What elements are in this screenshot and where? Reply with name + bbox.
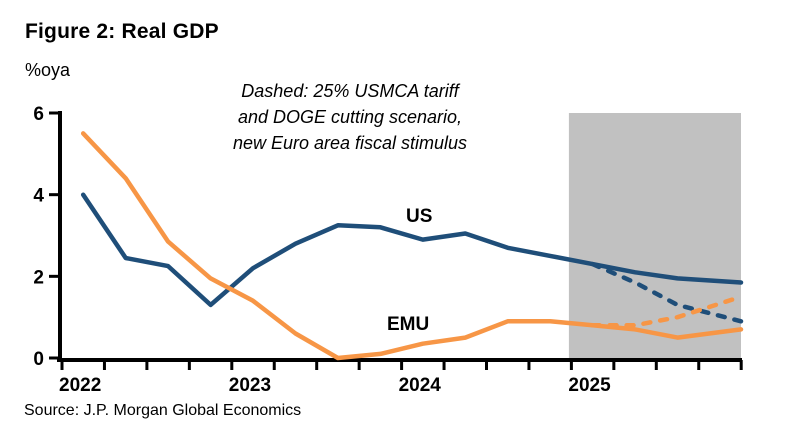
figure-title: Figure 2: Real GDP — [25, 20, 219, 43]
y-tick-label: 4 — [33, 186, 44, 207]
series-line-us-tariff-doge-scenario — [590, 261, 744, 324]
x-year-label: 2022 — [59, 375, 101, 396]
series-label-us: US — [406, 206, 432, 227]
series-label-emu: EMU — [387, 314, 429, 335]
y-tick-label: 2 — [33, 267, 44, 288]
x-year-label: 2024 — [399, 375, 442, 396]
annotation-line-1: Dashed: 25% USMCA tariff — [241, 81, 459, 101]
source-text: Source: J.P. Morgan Global Economics — [24, 402, 302, 419]
y-tick-label: 6 — [33, 104, 44, 125]
annotation-line-2: and DOGE cutting scenario, — [237, 107, 463, 127]
scenario-annotation: Dashed: 25% USMCA tariff and DOGE cuttin… — [185, 78, 515, 156]
annotation-line-3: new Euro area fiscal stimulus — [232, 133, 468, 153]
x-year-label: 2025 — [568, 375, 611, 396]
y-axis-unit-label: %oya — [25, 60, 71, 80]
y-tick-label: 0 — [33, 349, 44, 370]
x-year-label: 2023 — [229, 375, 271, 396]
series-line-emu-fiscal-stimulus-scenario — [590, 294, 744, 328]
series-line-us — [80, 192, 744, 308]
forecast-shaded-region — [568, 113, 741, 358]
